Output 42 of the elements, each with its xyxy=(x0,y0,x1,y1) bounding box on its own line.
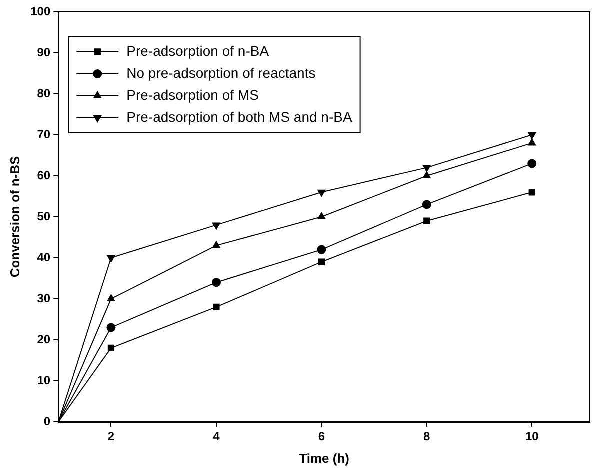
point xyxy=(318,212,326,220)
y-tick-label: 80 xyxy=(37,86,51,100)
x-tick-label: 10 xyxy=(525,430,540,444)
legend-label: Pre-adsorption of MS xyxy=(126,86,259,103)
point xyxy=(424,218,430,224)
point xyxy=(422,200,432,210)
y-tick-label: 60 xyxy=(37,168,51,182)
point xyxy=(317,245,326,254)
x-tick-label: 8 xyxy=(424,430,431,444)
y-tick-label: 40 xyxy=(37,250,51,264)
point xyxy=(318,190,326,197)
y-tick-label: 30 xyxy=(37,291,51,306)
point xyxy=(108,344,115,352)
point xyxy=(213,304,220,311)
legend-label: Pre-adsorption of n-BA xyxy=(126,42,270,59)
point xyxy=(212,278,221,288)
point xyxy=(212,241,220,248)
point xyxy=(422,172,431,178)
y-tick-label: 50 xyxy=(37,209,51,224)
x-tick-label: 4 xyxy=(213,430,220,444)
point xyxy=(422,165,431,172)
legend-label: No pre-adsorption of reactants xyxy=(126,64,316,81)
y-tick-label: 100 xyxy=(30,4,51,18)
x-axis-title: Time (h) xyxy=(299,450,350,466)
legend-label: Pre-adsorption of both MS and n-BA xyxy=(126,108,353,125)
point xyxy=(107,256,116,262)
point xyxy=(212,222,220,230)
y-axis-title: Conversion of n-BS xyxy=(7,156,22,278)
y-tick-label: 0 xyxy=(44,414,51,428)
y-tick-label: 10 xyxy=(37,373,51,388)
point xyxy=(528,189,536,196)
x-tick-label: 2 xyxy=(108,430,115,444)
point xyxy=(106,323,116,332)
y-tick-label: 70 xyxy=(37,127,51,142)
point xyxy=(528,132,536,140)
point xyxy=(528,138,536,146)
x-tick-label: 6 xyxy=(318,430,326,444)
y-tick-label: 90 xyxy=(37,45,51,60)
y-tick-label: 20 xyxy=(37,332,51,346)
point xyxy=(528,159,537,168)
point xyxy=(107,294,116,302)
point xyxy=(318,258,326,266)
